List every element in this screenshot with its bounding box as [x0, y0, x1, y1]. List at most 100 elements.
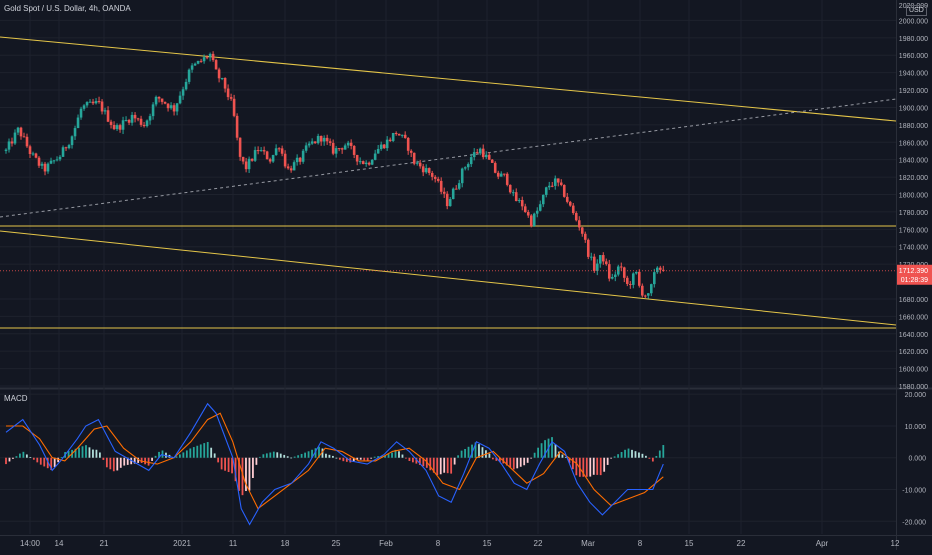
macd-histogram-bar — [655, 456, 658, 458]
macd-histogram-bar — [349, 457, 352, 463]
candle-body — [361, 161, 365, 165]
macd-histogram-bar — [391, 452, 393, 458]
candle-body — [382, 144, 386, 149]
price-tick-label: 1760.000 — [899, 227, 928, 234]
macd-histogram-bar — [363, 457, 366, 461]
macd-histogram-bar — [307, 451, 310, 458]
macd-histogram-bar — [314, 448, 317, 458]
time-tick-label: 15 — [685, 539, 694, 548]
macd-histogram-bar — [147, 457, 150, 466]
time-tick-label: 14:00 — [20, 539, 41, 548]
candle-body — [508, 184, 512, 193]
price-tick-label: 1740.000 — [899, 245, 928, 252]
candle-body — [298, 157, 302, 162]
macd-histogram-bar — [634, 451, 637, 458]
candle-body — [592, 256, 596, 271]
candle-body — [31, 153, 35, 155]
macd-histogram-bar — [592, 457, 595, 475]
candle-body — [148, 116, 152, 121]
time-tick-label: 12 — [891, 539, 900, 548]
candle-body — [376, 148, 380, 154]
candle-body — [346, 142, 350, 146]
macd-histogram-bar — [151, 457, 153, 461]
candle-body — [163, 101, 167, 104]
macd-histogram-bar — [474, 442, 477, 458]
macd-histogram-bar — [467, 446, 470, 458]
candle-body — [328, 141, 332, 143]
candle-body — [337, 148, 341, 150]
macd-histogram-bar — [133, 457, 136, 464]
candle-body — [652, 272, 656, 285]
candle-body — [493, 162, 497, 173]
macd-histogram-bar — [154, 455, 157, 458]
macd-histogram-bar — [112, 457, 115, 472]
candle-body — [385, 139, 389, 149]
candle-body — [274, 148, 278, 156]
candle-body — [55, 159, 59, 161]
candle-body — [124, 119, 128, 121]
trendline — [0, 36, 897, 122]
candle-body — [562, 184, 566, 197]
time-tick-label: 11 — [229, 539, 238, 548]
currency-label[interactable]: USD — [906, 5, 927, 16]
macd-histogram-bar — [116, 457, 119, 471]
candle-body — [571, 205, 575, 214]
macd-histogram-bar — [505, 457, 508, 466]
candle-body — [43, 163, 47, 172]
candle-body — [181, 89, 185, 96]
macd-histogram-bar — [318, 446, 320, 458]
candle-body — [157, 96, 161, 99]
chart-title: Gold Spot / U.S. Dollar, 4h, OANDA — [4, 4, 131, 13]
macd-histogram-bar — [373, 456, 376, 458]
candle-body — [400, 134, 404, 136]
macd-histogram-bar — [196, 445, 199, 458]
candle-body — [175, 103, 179, 112]
candle-body — [241, 156, 245, 162]
macd-tick-label: -10.000 — [902, 488, 926, 495]
macd-histogram-bar — [102, 457, 105, 460]
macd-histogram-bar — [25, 454, 28, 458]
macd-histogram-bar — [203, 443, 206, 458]
price-tick-label: 1640.000 — [899, 332, 928, 339]
candle-body — [211, 53, 215, 61]
candle-body — [373, 153, 377, 160]
macd-histogram-bar — [60, 457, 63, 458]
macd-histogram-bar — [471, 444, 473, 458]
candle-body — [283, 153, 287, 167]
candle-body — [196, 60, 200, 64]
macd-histogram-bar — [394, 449, 397, 458]
candle-body — [643, 295, 647, 297]
candle-body — [451, 188, 455, 200]
price-tick-label: 1580.000 — [899, 384, 928, 391]
macd-histogram-bar — [412, 457, 414, 463]
macd-histogram-bar — [105, 457, 108, 468]
macd-histogram-bar — [624, 449, 626, 458]
price-tick-label: 1680.000 — [899, 297, 928, 304]
candle-body — [103, 110, 107, 112]
candle-body — [565, 196, 569, 202]
candle-body — [286, 166, 290, 169]
candle-body — [25, 136, 29, 147]
macd-histogram-bar — [248, 457, 251, 491]
candle-body — [529, 215, 533, 227]
candle-body — [106, 110, 110, 122]
macd-histogram-bar — [460, 450, 463, 458]
macd-histogram-bar — [662, 445, 665, 458]
macd-histogram-bar — [245, 457, 247, 492]
candle-body — [622, 267, 626, 278]
candle-body — [16, 127, 20, 133]
candle-body — [637, 271, 641, 286]
macd-histogram-bar — [293, 456, 296, 458]
candle-body — [535, 210, 539, 214]
macd-histogram-bar — [88, 447, 91, 458]
macd-histogram-bar — [561, 454, 564, 458]
candle-body — [478, 148, 482, 154]
candle-body — [403, 134, 407, 138]
candle-body — [151, 104, 155, 117]
macd-histogram-bar — [158, 451, 160, 458]
macd-histogram-bar — [332, 455, 334, 458]
candle-body — [634, 271, 638, 274]
candle-body — [115, 125, 119, 130]
